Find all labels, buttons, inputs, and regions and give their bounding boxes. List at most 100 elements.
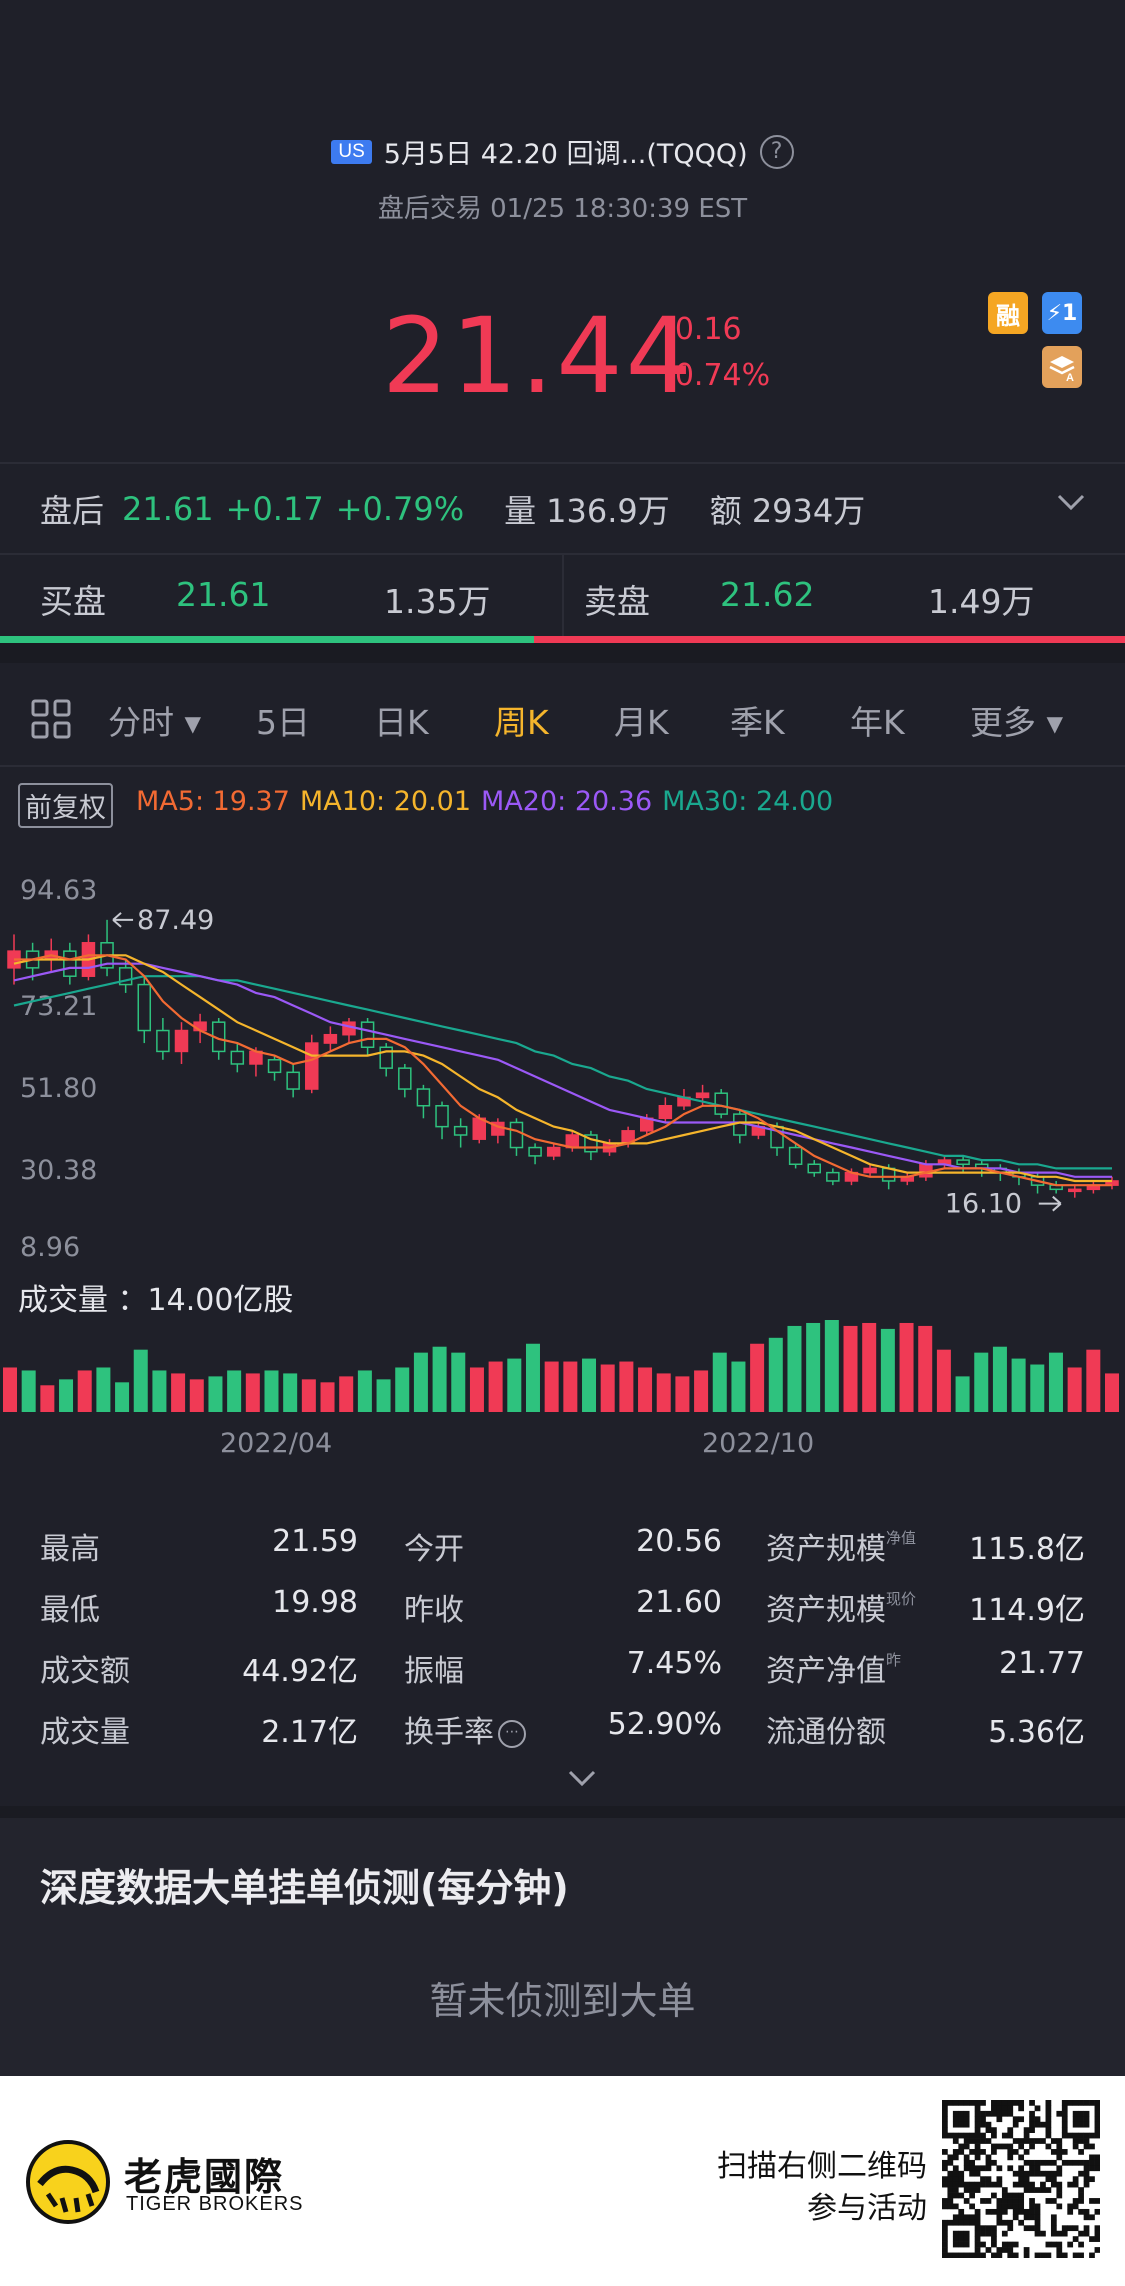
stat-value: 5.36亿: [988, 1715, 1085, 1750]
stack-a-icon[interactable]: A: [1042, 346, 1082, 388]
divider: [562, 555, 564, 637]
stat-label: 资产规模现价: [766, 1590, 917, 1628]
ask-label: 卖盘: [584, 582, 650, 621]
stat-value: 19.98: [272, 1585, 358, 1620]
ma-legend: MA5: 19.37 MA10: 20.01 MA20: 20.36 MA30:…: [136, 786, 833, 817]
volume-bar: [21, 1370, 36, 1412]
volume-chart[interactable]: [0, 1300, 1125, 1412]
tab-5day[interactable]: 5日: [256, 703, 310, 742]
candle: [733, 1109, 747, 1144]
after-hours-change-pct: +0.79%: [335, 490, 465, 528]
info-icon[interactable]: ⋯: [498, 1719, 526, 1748]
volume-bar: [152, 1370, 167, 1412]
candlestick-chart[interactable]: 87.49 16.10: [0, 860, 1125, 1260]
stock-title[interactable]: 5月5日 42.20 回调...(TQQQ): [383, 139, 748, 170]
ma20-value: MA20: 20.36: [481, 786, 653, 817]
bid-price: 21.61: [176, 575, 271, 614]
grid-menu-icon[interactable]: [30, 698, 72, 748]
qr-code[interactable]: [942, 2100, 1100, 2258]
volume-bar: [133, 1349, 148, 1412]
stat-label: 振幅: [404, 1654, 464, 1689]
volume-bar: [806, 1322, 821, 1412]
volume-bar: [395, 1367, 410, 1412]
stat-value: 21.77: [999, 1646, 1085, 1681]
tab-more[interactable]: 更多 ▾: [970, 703, 1064, 742]
stat-sup: 净值: [886, 1529, 917, 1547]
candle: [900, 1172, 915, 1186]
stat-label: 最高: [40, 1532, 100, 1567]
volume-bar: [955, 1376, 970, 1412]
margin-badge-icon[interactable]: 融: [988, 292, 1028, 334]
volume-bar: [339, 1376, 354, 1412]
stat-value: 21.59: [272, 1524, 358, 1559]
volume-bar: [918, 1325, 933, 1412]
volume-bar: [469, 1367, 484, 1412]
volume-bar: [750, 1343, 765, 1412]
candle: [137, 976, 152, 1044]
volume-bar: [432, 1346, 447, 1412]
tab-intraday[interactable]: 分时 ▾: [108, 703, 202, 742]
flash-trade-icon[interactable]: ⚡1: [1042, 292, 1082, 334]
y-tick-label: 51.80: [20, 1073, 98, 1104]
volume-bar: [283, 1373, 298, 1412]
after-hours-change: +0.17: [225, 490, 324, 528]
stat-label: 今开: [404, 1532, 464, 1567]
expand-chevron-icon[interactable]: [564, 1764, 600, 1796]
help-icon[interactable]: ?: [759, 134, 794, 169]
candle: [788, 1143, 803, 1169]
volume-bar: [208, 1376, 223, 1412]
volume-bar: [582, 1358, 597, 1412]
title-row: US 5月5日 42.20 回调...(TQQQ) ?: [0, 132, 1125, 171]
market-badge: US: [331, 139, 372, 164]
stat-label: 换手率 ⋯: [404, 1707, 526, 1751]
candle: [677, 1089, 691, 1110]
volume-bar: [656, 1373, 671, 1412]
tab-yearly[interactable]: 年K: [850, 703, 905, 742]
volume-bar: [992, 1346, 1007, 1412]
stat-value: 52.90%: [607, 1707, 722, 1742]
stat-sup: 昨: [886, 1651, 902, 1669]
tab-weekly[interactable]: 周K: [494, 703, 549, 742]
adjust-mode-button[interactable]: 前复权: [18, 783, 113, 828]
candle: [249, 1047, 263, 1077]
candle: [398, 1063, 412, 1098]
stat-value: 20.56: [636, 1524, 722, 1559]
chevron-down-icon[interactable]: [1053, 484, 1089, 520]
volume-bar: [1105, 1373, 1119, 1412]
volume-bar: [1030, 1364, 1045, 1412]
volume-summary: 成交量 ：14.00亿股: [18, 1283, 294, 1318]
candle: [230, 1043, 245, 1073]
candle: [63, 942, 77, 985]
after-hours-row[interactable]: 盘后 21.61 +0.17 +0.79% 量 136.9万 额 2934万: [40, 486, 865, 532]
candle: [360, 1017, 375, 1056]
candle: [1086, 1180, 1101, 1194]
stat-value: 21.60: [636, 1585, 722, 1620]
volume-bar: [712, 1352, 727, 1412]
ma20-line: [13, 962, 1112, 1178]
y-tick-label: 94.63: [20, 875, 98, 906]
candle: [1049, 1180, 1063, 1194]
volume-bar: [862, 1322, 877, 1412]
volume-bar: [899, 1322, 914, 1412]
candle: [156, 1017, 170, 1060]
tab-monthly[interactable]: 月K: [614, 703, 669, 742]
candle: [81, 934, 96, 981]
volume-bar: [619, 1361, 634, 1412]
current-price: 21.44: [382, 295, 695, 417]
candle: [267, 1055, 282, 1081]
stat-value: 115.8亿: [969, 1532, 1085, 1567]
candle: [416, 1084, 431, 1119]
chart-period-tabs: 分时 ▾ 5日 日K 周K 月K 季K 年K 更多 ▾: [0, 690, 1125, 750]
candle: [658, 1097, 673, 1123]
ma5-line: [14, 954, 1112, 1187]
brand-name-en: TIGER BROKERS: [126, 2193, 304, 2215]
tiger-logo-icon: [26, 2140, 110, 2228]
volume-bar: [638, 1367, 653, 1412]
deep-data-empty: 暂未侦测到大单: [429, 1979, 696, 2023]
ma30-value: MA30: 24.00: [662, 786, 834, 817]
ask-size: 1.49万: [928, 582, 1035, 621]
y-tick-label: 30.38: [20, 1155, 98, 1186]
tab-quarterly[interactable]: 季K: [730, 703, 785, 742]
tab-daily[interactable]: 日K: [374, 703, 429, 742]
svg-text:A: A: [1066, 372, 1074, 382]
